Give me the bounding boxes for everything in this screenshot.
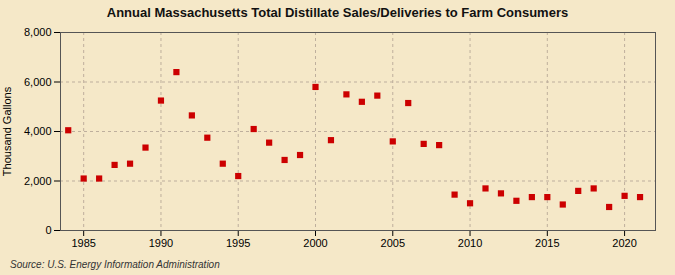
svg-text:Thousand Gallons: Thousand Gallons bbox=[1, 86, 13, 176]
svg-text:4,000: 4,000 bbox=[24, 125, 52, 137]
svg-text:0: 0 bbox=[45, 224, 51, 236]
svg-text:1985: 1985 bbox=[71, 237, 95, 249]
svg-text:8,000: 8,000 bbox=[24, 26, 52, 38]
html-text:Source: U.S. Energy Informatio: Source: U.S. Energy Information Administ… bbox=[10, 259, 220, 270]
svg-text:2,000: 2,000 bbox=[24, 175, 52, 187]
svg-text:1990: 1990 bbox=[149, 237, 173, 249]
svg-text:2000: 2000 bbox=[303, 237, 327, 249]
svg-text:2005: 2005 bbox=[381, 237, 405, 249]
svg-text:2015: 2015 bbox=[535, 237, 559, 249]
svg-text:6,000: 6,000 bbox=[24, 76, 52, 88]
svg-text:2010: 2010 bbox=[458, 237, 482, 249]
svg-text:2020: 2020 bbox=[612, 237, 636, 249]
html-text:Annual Massachusetts Total Dis: Annual Massachusetts Total Distillate Sa… bbox=[106, 5, 569, 20]
svg-text:1995: 1995 bbox=[226, 237, 250, 249]
